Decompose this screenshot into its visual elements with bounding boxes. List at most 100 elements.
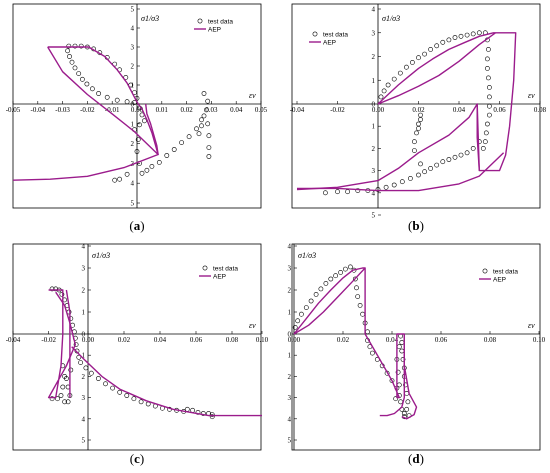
test-data-point bbox=[338, 269, 343, 275]
y-tick-label: 2 bbox=[372, 145, 376, 153]
legend-test-marker bbox=[312, 31, 318, 37]
y-tick-label: 1 bbox=[288, 352, 292, 360]
test-data-point bbox=[470, 31, 476, 37]
test-data-point bbox=[139, 170, 145, 176]
test-data-point bbox=[452, 35, 458, 40]
y-tick-label: 2 bbox=[288, 373, 292, 381]
y-axis-title: σ1/σ3 bbox=[298, 251, 316, 260]
test-data-point bbox=[399, 348, 405, 354]
x-tick-label: 0.08 bbox=[534, 106, 547, 114]
test-data-point bbox=[400, 356, 406, 362]
y-tick-label: 2 bbox=[131, 140, 135, 148]
test-data-point bbox=[60, 384, 66, 390]
test-data-point bbox=[375, 187, 381, 192]
x-axis-title: εv bbox=[528, 321, 535, 330]
test-data-point bbox=[369, 350, 375, 356]
test-data-point bbox=[134, 149, 140, 154]
aep-curve bbox=[47, 46, 159, 156]
test-data-point bbox=[483, 130, 489, 136]
test-data-point bbox=[381, 88, 387, 94]
test-data-point bbox=[484, 56, 490, 62]
test-data-point bbox=[55, 396, 60, 402]
test-data-point bbox=[486, 94, 492, 100]
test-data-point bbox=[345, 189, 350, 195]
test-data-point bbox=[389, 378, 395, 383]
test-data-point bbox=[395, 369, 401, 375]
test-data-point bbox=[199, 123, 204, 129]
test-data-point bbox=[404, 406, 410, 412]
test-data-point bbox=[407, 175, 413, 181]
test-data-point bbox=[200, 411, 206, 416]
legend-test-label: test data bbox=[208, 18, 233, 25]
aep-curve bbox=[71, 346, 262, 417]
test-data-point bbox=[104, 94, 110, 100]
test-data-point bbox=[68, 367, 74, 373]
test-data-point bbox=[418, 161, 423, 167]
test-data-point bbox=[416, 125, 421, 131]
test-data-point bbox=[76, 71, 82, 76]
x-axis-title: εv bbox=[249, 321, 256, 330]
x-tick-label: 0.00 bbox=[82, 336, 95, 344]
aep-curve bbox=[65, 289, 71, 398]
x-tick-label: -0.02 bbox=[330, 106, 345, 114]
y-tick-label: 3 bbox=[372, 167, 376, 175]
aep-curve bbox=[297, 152, 505, 192]
test-data-point bbox=[434, 162, 440, 168]
test-data-point bbox=[464, 150, 470, 156]
test-data-point bbox=[90, 86, 95, 92]
y-tick-label: 1 bbox=[288, 309, 292, 317]
test-data-point bbox=[171, 147, 177, 152]
test-data-point bbox=[414, 130, 419, 136]
x-tick-label: -0.02 bbox=[80, 106, 95, 114]
legend-test-marker bbox=[482, 268, 488, 274]
y-tick-label: 4 bbox=[82, 415, 86, 423]
plot-frame bbox=[291, 243, 541, 451]
test-data-point bbox=[342, 266, 348, 272]
y-tick-label: 5 bbox=[131, 200, 135, 208]
x-tick-label: -0.04 bbox=[6, 336, 21, 344]
y-tick-label: 5 bbox=[82, 437, 86, 445]
legend-aep-label: AEP bbox=[208, 26, 221, 33]
test-data-point bbox=[124, 171, 130, 177]
y-tick-label: 4 bbox=[131, 180, 135, 188]
x-tick-label: -0.05 bbox=[6, 106, 21, 114]
x-tick-label: -0.04 bbox=[31, 106, 46, 114]
x-tick-label: 0.04 bbox=[386, 336, 399, 344]
test-data-point bbox=[209, 412, 215, 417]
y-tick-label: 0 bbox=[131, 101, 135, 109]
x-tick-label: 0.00 bbox=[372, 106, 385, 114]
test-data-point bbox=[141, 118, 147, 124]
test-data-point bbox=[84, 81, 90, 87]
test-data-point bbox=[485, 47, 491, 52]
test-data-point bbox=[96, 91, 101, 96]
test-data-point bbox=[482, 139, 488, 145]
aep-curve bbox=[293, 267, 405, 417]
test-data-point bbox=[201, 91, 207, 96]
y-tick-label: 2 bbox=[288, 287, 292, 295]
x-tick-label: 0.00 bbox=[131, 106, 144, 114]
test-data-point bbox=[354, 285, 359, 291]
test-data-point bbox=[72, 65, 78, 71]
test-data-point bbox=[476, 30, 482, 36]
test-data-point bbox=[486, 85, 492, 90]
test-data-point bbox=[333, 273, 338, 279]
x-axis-title: εv bbox=[528, 91, 535, 100]
y-tick-label: 2 bbox=[372, 53, 376, 61]
test-data-point bbox=[62, 399, 67, 405]
y-tick-label: 4 bbox=[288, 243, 292, 251]
test-data-point bbox=[360, 311, 365, 317]
test-data-point bbox=[156, 159, 162, 165]
test-data-point bbox=[484, 121, 490, 127]
chart-panel-c: -0.04 -0.02 0.00 0.02 0.04 0.06 0.08 0.10 4 3 2 1 0 1… bbox=[6, 243, 269, 467]
x-tick-label: 0.04 bbox=[154, 336, 167, 344]
x-tick-label: 0.10 bbox=[256, 336, 269, 344]
legend-aep-label: AEP bbox=[323, 39, 336, 46]
y-tick-label: 3 bbox=[288, 265, 292, 273]
test-data-point bbox=[399, 179, 405, 185]
test-data-point bbox=[486, 103, 492, 109]
test-data-point bbox=[484, 66, 490, 71]
test-data-point bbox=[194, 126, 199, 132]
y-tick-label: 5 bbox=[131, 6, 135, 14]
